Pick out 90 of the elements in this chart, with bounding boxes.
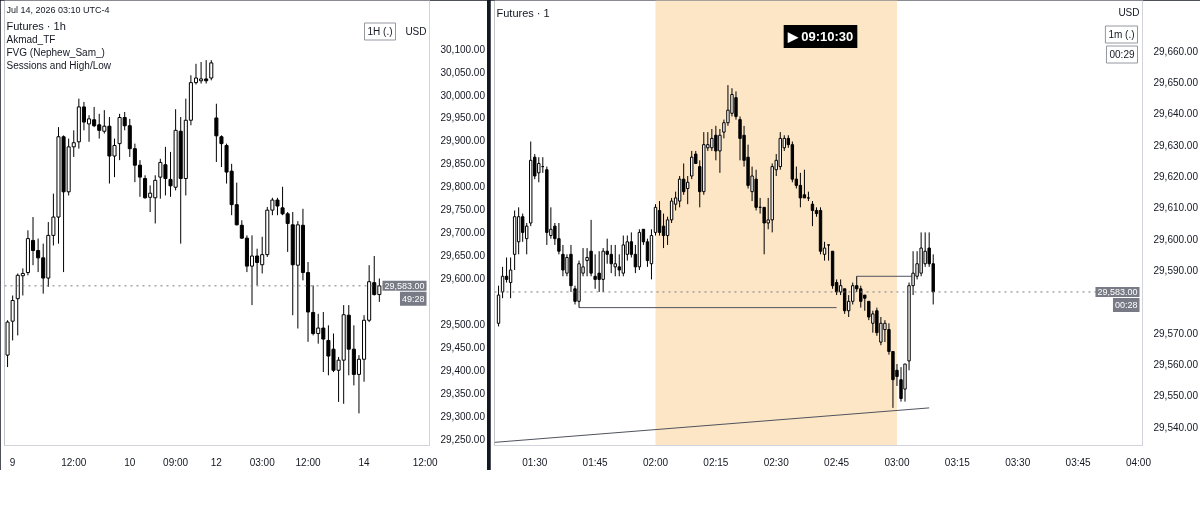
x-tick-label: 12:00 bbox=[412, 456, 439, 468]
y-tick-label: 30,050.00 bbox=[440, 66, 486, 78]
candlestick bbox=[613, 244, 617, 277]
y-tick-label: 29,570.00 bbox=[1153, 327, 1199, 339]
y-tick-label: 29,540.00 bbox=[1153, 421, 1199, 433]
y-tick-label: 29,450.00 bbox=[440, 341, 486, 353]
x-tick-label: 04:00 bbox=[1125, 456, 1152, 468]
annotation: 00:29 bbox=[1109, 49, 1135, 60]
candlestick bbox=[802, 169, 807, 199]
candlestick bbox=[593, 253, 597, 290]
y-tick-label: 29,550.00 bbox=[1153, 390, 1199, 402]
x-tick-label: 01:45 bbox=[582, 456, 609, 468]
candlestick bbox=[661, 213, 666, 249]
candlestick bbox=[249, 234, 255, 306]
annotation: USD bbox=[1118, 7, 1140, 18]
candlestick bbox=[20, 267, 25, 296]
candlestick bbox=[537, 156, 541, 183]
annotation: 49:28 bbox=[401, 293, 425, 304]
y-tick-label: 29,800.00 bbox=[440, 181, 486, 193]
annotation: Sessions and High/Low bbox=[6, 60, 112, 71]
candlestick bbox=[677, 175, 682, 208]
x-tick-label: 9 bbox=[9, 456, 16, 468]
ref-line-label: 29,583.00 bbox=[1097, 286, 1138, 297]
y-tick-label: 29,590.00 bbox=[1153, 265, 1199, 277]
x-tick-label: 03:00 bbox=[884, 456, 910, 468]
candlestick bbox=[899, 366, 903, 403]
y-tick-label: 29,650.00 bbox=[440, 250, 486, 262]
annotation: Akmad_TF bbox=[6, 34, 56, 45]
candlestick bbox=[859, 285, 863, 309]
y-tick-label: 29,850.00 bbox=[440, 158, 486, 170]
x-tick-label: 03:45 bbox=[1065, 456, 1092, 468]
ref-line-label: 29,583.00 bbox=[384, 280, 425, 291]
candlestick bbox=[710, 128, 714, 152]
annotation: 1m (.) bbox=[1108, 29, 1135, 40]
candlestick bbox=[690, 150, 694, 180]
text: Futures · 1 bbox=[496, 6, 550, 19]
y-tick-label: 29,620.00 bbox=[1153, 170, 1199, 182]
x-tick-label: 03:00 bbox=[249, 456, 276, 468]
y-tick-label: 29,750.00 bbox=[440, 204, 486, 216]
y-tick-label: 29,640.00 bbox=[1153, 108, 1199, 120]
y-tick-label: 29,610.00 bbox=[1153, 202, 1199, 214]
y-tick-label: 29,400.00 bbox=[440, 364, 486, 376]
text: Futures · 1h bbox=[6, 19, 66, 32]
y-tick-label: 29,600.00 bbox=[1153, 233, 1199, 245]
x-tick-label: 03:15 bbox=[944, 456, 971, 468]
y-tick-label: 29,660.00 bbox=[1153, 45, 1199, 57]
x-tick-label: 03:30 bbox=[1005, 456, 1031, 468]
candlestick bbox=[143, 174, 148, 200]
x-tick-label: 02:15 bbox=[703, 456, 729, 468]
candlestick bbox=[597, 250, 601, 293]
y-tick-label: 29,500.00 bbox=[440, 318, 486, 330]
y-tick-label: 30,100.00 bbox=[440, 43, 486, 55]
annotation: ▶ 09:10:30 bbox=[786, 29, 854, 44]
x-tick-label: 10 bbox=[124, 456, 136, 468]
x-tick-label: 12:00 bbox=[61, 456, 87, 468]
x-tick-label: 12 bbox=[210, 456, 223, 468]
y-tick-label: 29,700.00 bbox=[440, 227, 486, 239]
x-tick-label: 09:00 bbox=[163, 456, 189, 468]
y-tick-label: 29,560.00 bbox=[1153, 359, 1199, 371]
annotation: 1H (.) bbox=[367, 26, 393, 37]
x-tick-label: 02:45 bbox=[824, 456, 850, 468]
candlestick bbox=[685, 175, 690, 205]
y-tick-label: 29,600.00 bbox=[440, 273, 486, 285]
candlestick bbox=[798, 172, 803, 208]
candlestick bbox=[714, 125, 718, 161]
y-tick-label: 29,250.00 bbox=[440, 433, 486, 445]
y-tick-label: 29,300.00 bbox=[440, 410, 486, 422]
candlestick bbox=[209, 59, 214, 81]
y-tick-label: 30,000.00 bbox=[440, 89, 486, 101]
candlestick bbox=[214, 103, 219, 163]
x-tick-label: 02:00 bbox=[642, 456, 669, 468]
candlestick bbox=[508, 256, 513, 299]
y-tick-label: 29,950.00 bbox=[440, 112, 486, 124]
annotation: FVG (Nephew_Sam_) bbox=[6, 47, 105, 58]
candlestick bbox=[10, 294, 15, 341]
y-tick-label: 29,630.00 bbox=[1153, 139, 1199, 151]
x-tick-label: 12:00 bbox=[295, 456, 321, 468]
annotation: USD bbox=[405, 26, 427, 37]
candlestick bbox=[826, 244, 831, 262]
candlestick bbox=[585, 247, 589, 277]
y-tick-label: 29,650.00 bbox=[1153, 76, 1199, 88]
x-tick-label: 02:30 bbox=[763, 456, 790, 468]
x-tick-label: 01:30 bbox=[522, 456, 548, 468]
y-tick-label: 29,350.00 bbox=[440, 387, 486, 399]
annotation: 00:28 bbox=[1114, 299, 1138, 310]
y-tick-label: 29,900.00 bbox=[440, 135, 486, 147]
candlestick bbox=[842, 288, 847, 315]
x-tick-label: 14 bbox=[358, 456, 371, 468]
annotation: Jul 14, 2026 03:10 UTC-4 bbox=[6, 4, 110, 15]
candlestick bbox=[219, 134, 224, 168]
